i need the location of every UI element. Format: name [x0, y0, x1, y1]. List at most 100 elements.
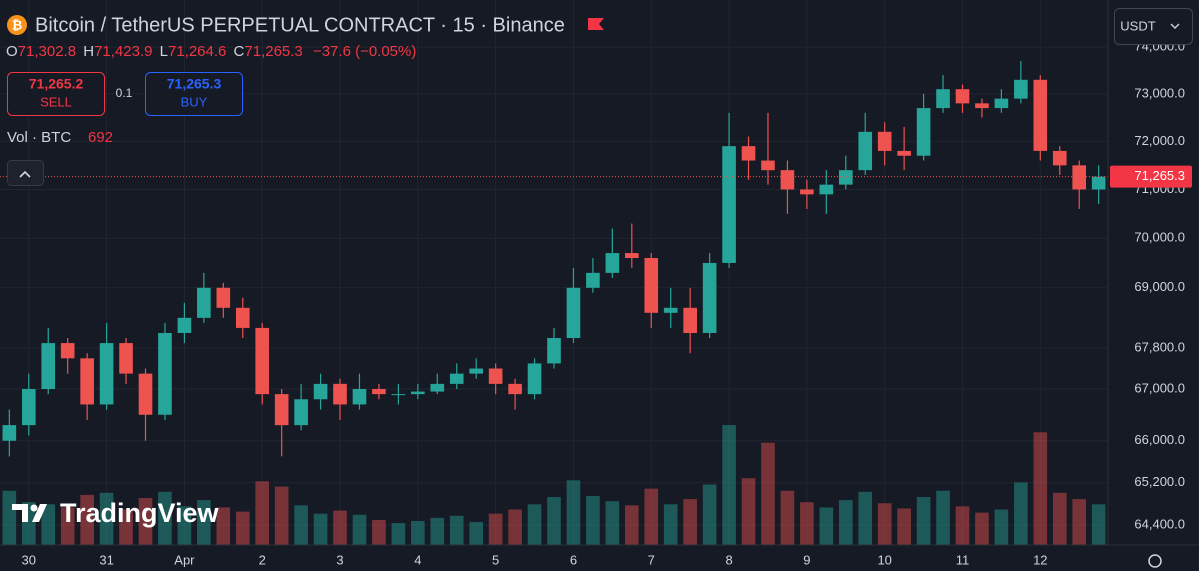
candle-body [469, 368, 483, 374]
logo-icon [30, 504, 38, 512]
ohlc-value: 71,423.9 [94, 43, 152, 60]
volume-bar [955, 506, 970, 545]
candle-body [566, 287, 581, 339]
candle-body [274, 394, 289, 426]
x-tick-label: 12 [1033, 552, 1047, 567]
volume-bar [566, 480, 581, 545]
candle-body [975, 103, 989, 109]
volume-bar [547, 497, 561, 545]
candle-body [508, 383, 522, 395]
x-tick-label: 6 [570, 552, 577, 567]
candle-layer [0, 61, 1108, 457]
candle-body [625, 253, 639, 259]
volume-bar [80, 494, 94, 545]
candle-body [644, 258, 659, 313]
volume-bar [313, 513, 328, 545]
currency: USDT [1120, 18, 1155, 33]
ohlc-key: O [6, 43, 18, 60]
currency-button[interactable] [1114, 8, 1193, 45]
volume-bar [197, 500, 211, 545]
volume-bar [1033, 432, 1048, 545]
buy-price: 71,265.3 [167, 76, 222, 92]
volume-bar [430, 517, 445, 545]
candle-body [702, 262, 717, 333]
x-tick-label: 7 [648, 552, 655, 567]
volume-bar [294, 505, 308, 545]
y-tick-label: 64,400.0 [1134, 517, 1185, 532]
volume-bar [858, 491, 873, 545]
candle-body [663, 307, 678, 313]
candle-body [1072, 165, 1087, 190]
candle-body [916, 108, 931, 156]
sell-button[interactable] [7, 72, 105, 116]
volume-bar [644, 488, 659, 545]
volume-bar [138, 498, 153, 545]
candle-body [683, 307, 697, 333]
candle-body [119, 343, 133, 374]
flag-icon[interactable] [588, 18, 604, 30]
volume-bar [605, 501, 620, 545]
volume-bar [761, 442, 775, 545]
last-price-tag [1110, 165, 1192, 188]
volume-bar [975, 512, 989, 545]
ohlc-value: 71,302.8 [18, 43, 76, 60]
volume-bar [333, 510, 347, 545]
candle-body [313, 383, 328, 400]
change: −37.6 (−0.05%) [313, 43, 416, 60]
x-tick-label: 31 [99, 552, 113, 567]
legend: ₿ Bitcoin / TetherUS PERPETUAL CONTRACT … [6, 14, 604, 186]
candle-body [877, 131, 892, 151]
y-tick-label: 65,200.0 [1134, 474, 1185, 489]
coin-icon [7, 15, 27, 35]
y-tick-label: 67,800.0 [1134, 340, 1185, 355]
volume-bar [60, 507, 75, 545]
last-price-label: 71,265.3 [1134, 168, 1185, 183]
candle-body [430, 383, 445, 392]
candle-body [586, 272, 600, 288]
volume-bar [722, 425, 736, 545]
candle-body [294, 399, 308, 426]
x-tick-label: 3 [336, 552, 343, 567]
candle-body [936, 89, 950, 109]
candle-body [158, 332, 172, 415]
candle-body [819, 184, 834, 195]
volume-bar [99, 492, 114, 545]
volume-bar [508, 509, 522, 545]
volume-bar [897, 508, 911, 545]
candle-body [99, 343, 114, 405]
settings-icon[interactable] [1148, 554, 1162, 568]
y-tick-label: 69,000.0 [1134, 279, 1185, 294]
volume-bar [274, 486, 289, 545]
volume-bar [2, 490, 17, 545]
candle-body [197, 287, 211, 318]
volume-bar [411, 521, 425, 545]
candle-body [605, 253, 620, 273]
y-tick-label: 70,000.0 [1134, 230, 1185, 245]
volume-bar [994, 509, 1009, 545]
quantity[interactable]: 0.1 [116, 86, 133, 100]
candle-body [761, 160, 775, 171]
candle-body [235, 307, 250, 328]
grid [0, 0, 1108, 545]
x-tick-label: 5 [492, 552, 499, 567]
volume-value: 692 [88, 129, 113, 146]
axes: 74,000.073,000.072,000.071,000.070,000.0… [22, 39, 1192, 567]
candle-body [372, 389, 386, 395]
buy-button[interactable] [145, 72, 243, 116]
sell-price: 71,265.2 [29, 76, 84, 92]
volume-bar [119, 509, 133, 545]
candle-body [994, 98, 1009, 109]
volume-bar [1091, 504, 1106, 545]
sell-label: SELL [40, 94, 72, 109]
candle-body [216, 287, 231, 308]
volume-bar [488, 513, 503, 545]
ohlc-key: C [234, 43, 245, 60]
volume-bar [158, 491, 172, 545]
volume-bar [683, 499, 697, 545]
volume-bar [527, 504, 542, 545]
candle-body [1014, 79, 1028, 99]
x-tick-label: 10 [877, 552, 891, 567]
candle-body [780, 170, 795, 190]
volume-bar [177, 506, 192, 545]
